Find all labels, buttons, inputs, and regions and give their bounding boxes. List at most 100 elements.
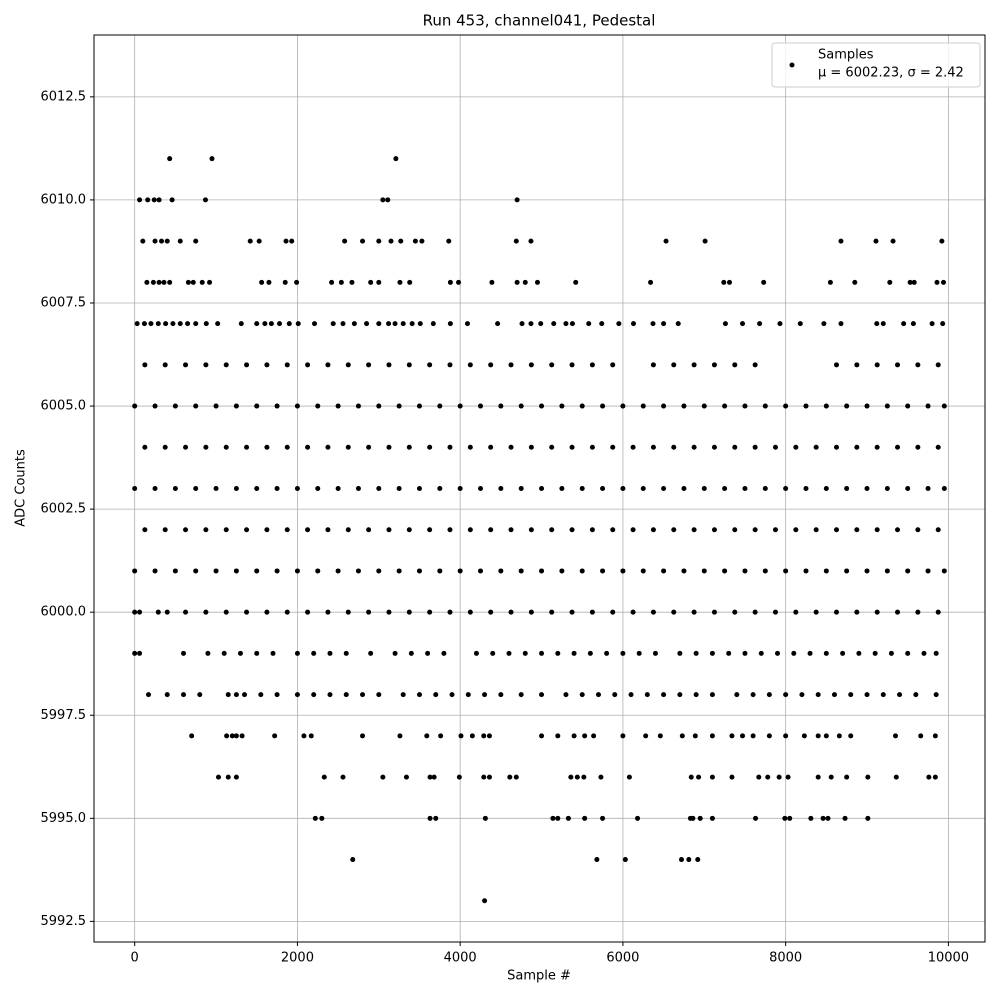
sample-point [776, 774, 782, 780]
sample-point [844, 774, 850, 780]
sample-point [799, 692, 805, 698]
sample-point [289, 238, 295, 244]
sample-point [486, 774, 492, 780]
sample-point [132, 609, 138, 615]
sample-point [921, 650, 927, 656]
sample-point [628, 692, 634, 698]
sample-point [441, 650, 447, 656]
sample-point [386, 321, 392, 327]
sample-point [427, 609, 433, 615]
sample-point [400, 321, 406, 327]
sample-point [469, 733, 475, 739]
sample-point [709, 650, 715, 656]
sample-point [478, 486, 484, 491]
sample-point [150, 279, 156, 285]
sample-point [338, 279, 344, 285]
sample-point [508, 362, 514, 368]
sample-point [221, 650, 227, 656]
sample-point [294, 279, 300, 285]
x-tick-label: 0 [131, 951, 139, 966]
sample-point [640, 403, 646, 409]
sample-point [169, 197, 175, 203]
sample-point [582, 733, 588, 739]
sample-point [915, 527, 921, 533]
sample-point [482, 898, 488, 904]
sample-point [284, 609, 290, 615]
sample-point [141, 321, 147, 327]
sample-point [254, 568, 260, 574]
sample-point [213, 568, 219, 574]
x-tick-label: 10000 [928, 951, 969, 966]
sample-point [438, 733, 444, 739]
sample-point [677, 692, 683, 698]
sample-point [803, 486, 809, 491]
sample-point [905, 650, 911, 656]
sample-point [864, 486, 870, 491]
sample-point [340, 321, 346, 327]
sample-point [709, 815, 715, 821]
sample-point [225, 774, 231, 780]
sample-point [813, 609, 819, 615]
y-tick-label: 6010.0 [41, 192, 87, 207]
sample-point [569, 362, 575, 368]
sample-point [464, 321, 470, 327]
sample-point [315, 568, 321, 574]
sample-point [726, 279, 732, 285]
sample-point [915, 362, 921, 368]
sample-point [729, 733, 735, 739]
sample-point [935, 527, 941, 533]
y-tick-label: 6000.0 [41, 605, 87, 620]
sample-point [137, 197, 143, 203]
sample-point [244, 609, 250, 615]
sample-point [431, 774, 437, 780]
sample-point [539, 486, 545, 491]
sample-point [244, 444, 250, 450]
sample-point [335, 486, 341, 491]
sample-point [594, 857, 600, 863]
sample-point [259, 279, 265, 285]
sample-point [519, 321, 525, 327]
sample-point [941, 486, 947, 491]
sample-point [325, 362, 331, 368]
sample-point [199, 279, 205, 285]
sample-point [762, 403, 768, 409]
sample-point [380, 197, 386, 203]
x-tick-label: 8000 [769, 951, 802, 966]
sample-point [229, 733, 235, 739]
sample-point [925, 403, 931, 409]
sample-point [345, 527, 351, 533]
sample-point [610, 444, 616, 450]
x-tick-label: 6000 [606, 951, 639, 966]
sample-point [893, 774, 899, 780]
sample-point [772, 609, 778, 615]
sample-point [342, 238, 348, 244]
sample-point [864, 568, 870, 574]
sample-point [761, 279, 767, 285]
sample-point [842, 815, 848, 821]
sample-point [752, 527, 758, 533]
sample-point [834, 609, 839, 615]
sample-point [177, 321, 183, 327]
sample-point [941, 568, 947, 574]
sample-point [406, 527, 412, 533]
sample-point [172, 403, 178, 409]
sample-point [910, 321, 916, 327]
sample-point [777, 321, 783, 327]
sample-point [417, 321, 423, 327]
sample-point [163, 321, 169, 327]
sample-point [620, 733, 626, 739]
sample-point [880, 321, 886, 327]
sample-point [813, 444, 819, 450]
sample-point [709, 774, 715, 780]
sample-point [884, 486, 890, 491]
sample-point [559, 403, 565, 409]
sample-point [598, 774, 604, 780]
sample-point [895, 444, 901, 450]
sample-point [844, 568, 850, 574]
sample-point [207, 279, 213, 285]
sample-point [447, 279, 453, 285]
sample-point [449, 692, 455, 698]
sample-point [697, 815, 703, 821]
sample-point [620, 486, 626, 491]
